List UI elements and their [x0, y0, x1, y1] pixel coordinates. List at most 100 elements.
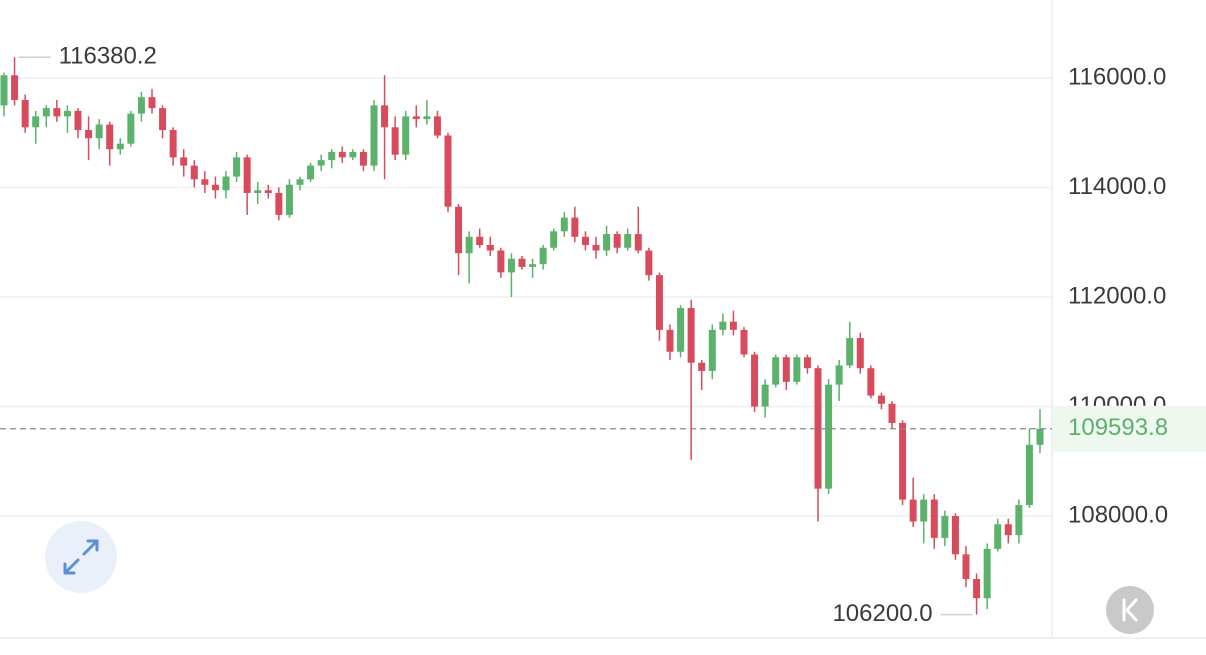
candle-body: [962, 554, 970, 579]
candle-body: [677, 307, 685, 352]
candle-body: [613, 234, 621, 248]
grid: [0, 77, 1052, 517]
candle-body: [1025, 444, 1033, 506]
candle-body: [359, 151, 367, 166]
last-price: 109593.8: [0, 405, 1206, 452]
candle-body: [106, 124, 114, 150]
candle-body: [95, 124, 103, 139]
candle-body: [32, 116, 40, 128]
candle-body: [391, 127, 399, 155]
annotations: 116380.2 106200.0: [18, 43, 973, 627]
candle-body: [930, 499, 938, 538]
candle-body: [846, 338, 854, 366]
y-tick-label: 112000.0: [1068, 282, 1166, 309]
candle-body: [148, 97, 156, 109]
candle-body: [53, 108, 61, 117]
collapse-button-bg[interactable]: [1106, 586, 1154, 634]
candle-body: [201, 179, 209, 185]
candle-body: [169, 130, 177, 158]
candle-body: [254, 190, 262, 193]
candle-body: [1015, 505, 1023, 536]
y-tick-label: 114000.0: [1068, 173, 1166, 200]
candle-body: [74, 110, 82, 131]
candle-body: [793, 357, 801, 382]
candle-body: [803, 357, 811, 369]
candle-body: [190, 165, 198, 180]
candle-body: [423, 116, 431, 120]
candle-body: [63, 110, 71, 117]
expand-button[interactable]: [45, 521, 117, 593]
candle-body: [518, 258, 526, 267]
candle-body: [539, 247, 547, 265]
candle-body: [592, 245, 600, 251]
candle-body: [211, 184, 219, 191]
collapse-icon: [1122, 598, 1138, 622]
candle-body: [349, 151, 357, 158]
candle-body: [0, 75, 8, 106]
candle-body: [476, 236, 484, 246]
candle-body: [21, 99, 29, 128]
candle-body: [888, 403, 896, 423]
candle-body: [645, 250, 653, 276]
candle-body: [920, 499, 928, 522]
last-price-label: 109593.8: [1068, 414, 1168, 441]
candle-body: [825, 384, 833, 489]
candle-body: [909, 499, 917, 522]
candle-body: [137, 97, 145, 114]
y-tick-label: 116000.0: [1068, 63, 1166, 90]
collapse-button[interactable]: [1106, 586, 1154, 634]
candle-body: [687, 307, 695, 363]
candle-body: [782, 357, 790, 382]
candles: [0, 57, 1044, 615]
candle-body: [666, 329, 674, 352]
y-tick-label: 108000.0: [1068, 501, 1168, 528]
candle-body: [433, 116, 441, 136]
candle-body: [127, 113, 135, 144]
candle-body: [455, 206, 463, 254]
candle-body: [85, 130, 93, 139]
candle-body: [994, 524, 1002, 549]
candle-body: [951, 516, 959, 555]
candle-body: [571, 217, 579, 237]
candle-body: [507, 258, 515, 273]
candle-body: [159, 108, 167, 131]
candle-body: [233, 157, 241, 177]
candle-body: [624, 234, 632, 248]
candle-body: [285, 184, 293, 215]
candle-body: [867, 368, 875, 396]
candle-body: [708, 329, 716, 371]
candle-body: [264, 190, 272, 193]
candle-body: [307, 165, 315, 180]
candle-body: [634, 234, 642, 251]
candle-body: [486, 245, 494, 251]
candle-body: [581, 236, 589, 246]
candle-body: [317, 160, 325, 166]
candle-body: [529, 264, 537, 267]
max-label: 116380.2: [59, 43, 157, 70]
candle-body: [412, 116, 420, 120]
candle-body: [381, 105, 389, 128]
candle-body: [465, 236, 473, 254]
candle-body: [655, 275, 663, 330]
candle-body: [560, 217, 568, 232]
candle-body: [729, 321, 737, 330]
candle-body: [603, 234, 611, 251]
candle-body: [941, 516, 949, 538]
candle-body: [444, 135, 452, 207]
expand-icon: [63, 539, 99, 575]
candle-body: [296, 179, 304, 185]
candle-body: [835, 365, 843, 385]
candle-body: [11, 75, 19, 100]
candle-body: [973, 578, 981, 599]
candle-body: [550, 231, 558, 248]
expand-button-bg[interactable]: [45, 521, 117, 593]
candle-body: [698, 362, 706, 371]
candle-body: [856, 338, 864, 369]
candle-body: [983, 548, 991, 599]
candle-body: [761, 384, 769, 407]
candle-body: [751, 354, 759, 407]
candle-body: [275, 192, 283, 215]
candle-body: [222, 176, 230, 191]
